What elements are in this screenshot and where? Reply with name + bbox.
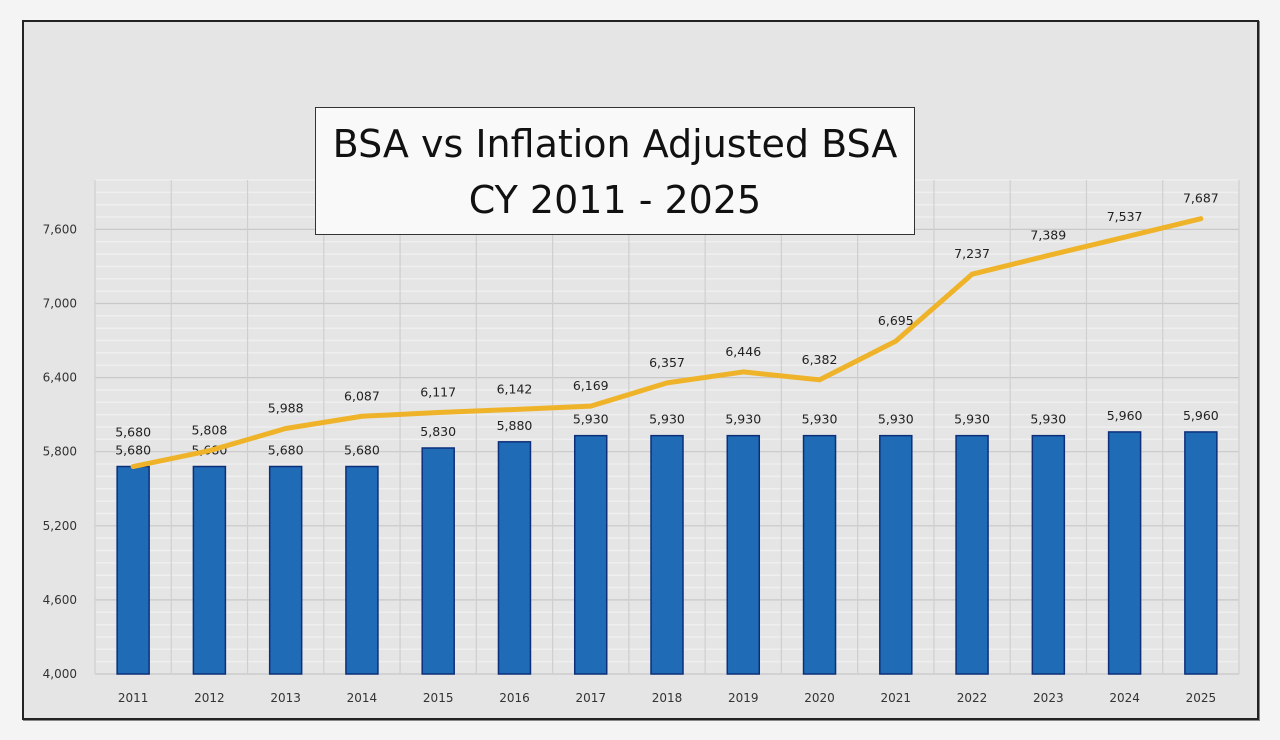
line-data-label: 7,237 (954, 246, 990, 261)
x-tick-label: 2014 (347, 691, 378, 705)
bar-data-label: 5,680 (115, 443, 151, 458)
bar (726, 434, 761, 675)
line-data-label: 6,446 (725, 344, 761, 359)
x-tick-label: 2022 (957, 691, 988, 705)
chart-frame: 4,000 4,600 5,200 5,800 6,400 7,000 7,600 2011 2… (22, 20, 1259, 720)
bar (955, 434, 989, 675)
x-tick-label: 2015 (423, 691, 454, 705)
line-data-label: 6,142 (497, 381, 533, 396)
x-tick-label: 2018 (652, 691, 683, 705)
x-tick-label: 2013 (270, 691, 301, 705)
bar-data-label: 5,930 (1030, 412, 1066, 427)
x-tick-label: 2016 (499, 691, 530, 705)
line-data-label: 7,687 (1183, 191, 1219, 206)
bar-data-label: 5,960 (1183, 408, 1219, 423)
line-data-label: 6,695 (878, 313, 914, 328)
bar-data-label: 5,880 (497, 418, 533, 433)
bar (421, 447, 455, 675)
x-tick-label: 2020 (804, 691, 835, 705)
chart-title-box: BSA vs Inflation Adjusted BSA CY 2011 - … (315, 107, 915, 235)
y-tick-label: 7,600 (43, 222, 77, 236)
bar-data-label: 5,930 (802, 412, 838, 427)
x-tick-label: 2024 (1109, 691, 1140, 705)
line-data-label: 5,808 (192, 423, 228, 438)
y-tick-label: 5,800 (43, 445, 77, 459)
x-tick-label: 2017 (575, 691, 606, 705)
bar (345, 465, 379, 675)
y-tick-label: 4,600 (43, 593, 77, 607)
x-tick-label: 2011 (118, 691, 149, 705)
y-tick-label: 4,000 (43, 667, 77, 681)
x-tick-label: 2012 (194, 691, 225, 705)
bar (116, 465, 150, 675)
line-data-label: 6,169 (573, 378, 609, 393)
bar-data-label: 5,930 (878, 412, 914, 427)
line-data-label: 6,382 (802, 352, 838, 367)
bar (650, 434, 684, 675)
bar-data-label: 5,930 (573, 412, 609, 427)
line-data-label: 6,087 (344, 388, 380, 403)
line-data-label: 6,357 (649, 355, 685, 370)
bar-data-label: 5,930 (649, 412, 685, 427)
x-tick-label: 2021 (881, 691, 912, 705)
bar (1184, 431, 1218, 675)
bar-data-label: 5,930 (725, 412, 761, 427)
chart: 4,000 4,600 5,200 5,800 6,400 7,000 7,600 2011 2… (43, 179, 1240, 705)
bar-data-label: 5,930 (954, 412, 990, 427)
chart-title-line-2: CY 2011 - 2025 (468, 178, 762, 222)
x-tick-label: 2023 (1033, 691, 1064, 705)
chart-title-line-1: BSA vs Inflation Adjusted BSA (332, 122, 898, 166)
line-data-label: 7,389 (1030, 227, 1066, 242)
bar-data-label: 5,680 (344, 443, 380, 458)
bar (573, 434, 608, 675)
y-tick-label: 7,000 (43, 297, 77, 311)
y-tick-label: 5,200 (43, 519, 77, 533)
bar (802, 434, 837, 675)
line-data-label: 6,117 (420, 385, 456, 400)
line-data-label: 7,537 (1107, 209, 1143, 224)
line-data-label: 5,680 (115, 425, 151, 440)
y-tick-label: 6,400 (43, 371, 77, 385)
bar (497, 441, 532, 675)
bar-data-label: 5,830 (420, 424, 456, 439)
bar (1031, 434, 1066, 675)
bar (192, 465, 227, 675)
bar-data-label: 5,680 (268, 443, 304, 458)
x-tick-label: 2019 (728, 691, 759, 705)
bar (1107, 431, 1142, 675)
x-tick-label: 2025 (1186, 691, 1217, 705)
line-series (130, 216, 1204, 470)
line-data-label: 5,988 (268, 400, 304, 415)
bar (268, 465, 303, 675)
bar (879, 434, 913, 675)
bar-data-label: 5,960 (1107, 408, 1143, 423)
